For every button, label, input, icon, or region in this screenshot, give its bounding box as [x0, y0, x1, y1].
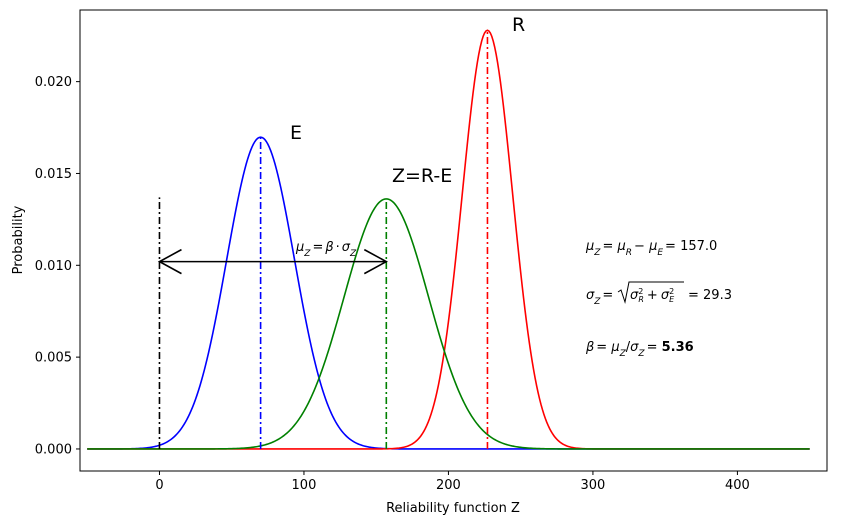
x-tick-label: 300 — [581, 478, 606, 493]
mean-lines — [158, 30, 489, 449]
sigma-annotation: σZ = σ2 R + σ2 E = 29.3 — [586, 281, 732, 307]
series-line-zre — [87, 198, 810, 450]
beta-annotation: β = μZ/σZ = 5.36 — [585, 340, 694, 359]
y-tick-label: 0.015 — [35, 167, 72, 182]
beta-value: 5.36 — [662, 340, 694, 355]
axis-ticks: 0 100 200 300 400 0.000 0.005 0.010 0.015 0.020 — [35, 75, 750, 493]
svg-text:= 29.3: = 29.3 — [688, 288, 732, 303]
mu-annotation: μZ = μR − μE = 157.0 — [585, 239, 717, 258]
svg-text:σZ=: σZ = — [586, 288, 613, 307]
mu-value: 157.0 — [680, 239, 717, 254]
y-axis-title: Probability — [11, 205, 26, 274]
x-tick-label: 100 — [292, 478, 317, 493]
sigma-value: 29.3 — [703, 288, 732, 303]
y-tick-label: 0.020 — [35, 75, 72, 90]
label-e: E — [290, 122, 302, 144]
plot-area — [79, 9, 828, 472]
x-tick-label: 400 — [725, 478, 750, 493]
arrow-group — [157, 248, 388, 275]
series-lines — [87, 29, 810, 450]
arrow-head-right — [363, 248, 388, 275]
arrow-head-left — [157, 248, 182, 275]
y-tick-label: 0.010 — [35, 259, 72, 274]
arrow-label: μZ = β · σZ — [295, 240, 357, 259]
label-r: R — [512, 14, 525, 36]
x-axis-title: Reliability function Z — [386, 501, 520, 516]
y-tick-label: 0.000 — [35, 442, 72, 457]
x-tick-label: 200 — [436, 478, 461, 493]
y-tick-label: 0.005 — [35, 351, 72, 366]
svg-text:σ2R+σ2E: σ2 R + σ2 E — [630, 287, 675, 304]
x-tick-label: 0 — [155, 478, 163, 493]
label-z: Z=R-E — [392, 165, 452, 187]
